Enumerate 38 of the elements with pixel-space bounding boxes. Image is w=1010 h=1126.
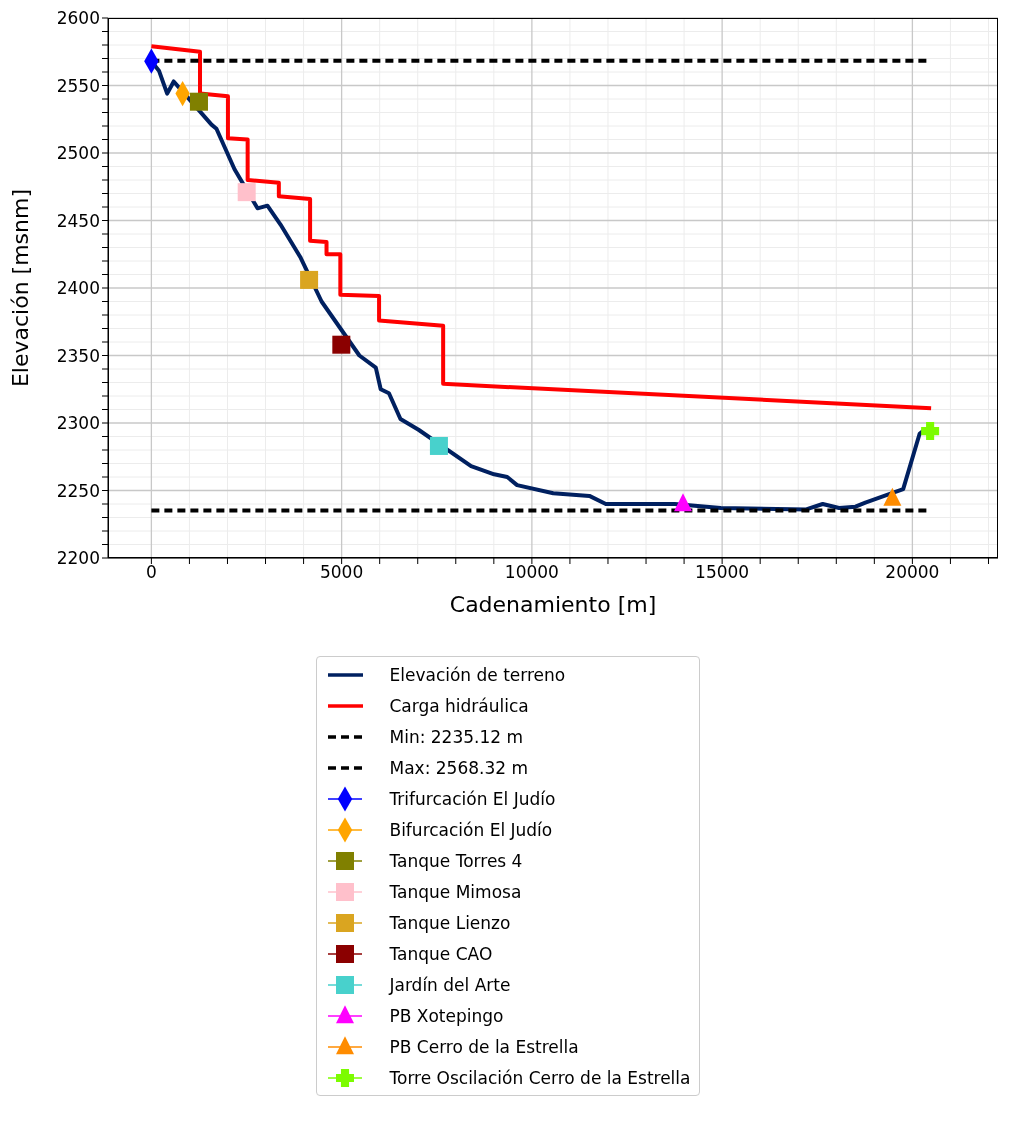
- legend-label: Tanque Lienzo: [389, 912, 511, 933]
- point: [883, 487, 902, 506]
- y-axis-title: Elevación [msnm]: [7, 188, 33, 388]
- x-tick-label: 15000: [695, 562, 750, 583]
- legend-label: Elevación de terreno: [389, 664, 566, 685]
- legend-label: Jardín del Arte: [389, 974, 511, 995]
- x-tick-label: 0: [145, 562, 157, 583]
- x-tick-label: 20000: [885, 562, 940, 583]
- legend-label: Tanque CAO: [389, 943, 493, 964]
- legend-label: Tanque Mimosa: [389, 881, 522, 902]
- y-tick-label: 2300: [56, 413, 100, 434]
- point: [237, 183, 256, 202]
- y-tick-label: 2500: [56, 143, 100, 164]
- legend-label: PB Xotepingo: [389, 1005, 504, 1026]
- y-tick-label: 2250: [56, 480, 100, 501]
- y-tick-label: 2450: [56, 210, 100, 231]
- x-axis-title: Cadenamiento [m]: [449, 592, 657, 617]
- y-tick-label: 2600: [56, 8, 100, 29]
- point: [674, 493, 693, 512]
- y-tick-label: 2550: [56, 75, 100, 96]
- legend-label: Max: 2568.32 m: [389, 757, 529, 778]
- legend-label: Min: 2235.12 m: [389, 726, 524, 747]
- legend-label: Torre Oscilación Cerro de la Estrella: [389, 1067, 691, 1088]
- y-tick-label: 2400: [56, 278, 100, 299]
- point: [189, 92, 208, 111]
- legend-label: Carga hidráulica: [389, 695, 529, 716]
- point: [300, 270, 319, 289]
- legend-label: Trifurcación El Judío: [389, 788, 556, 809]
- legend-label: Tanque Torres 4: [389, 850, 523, 871]
- x-tick-label: 5000: [320, 562, 364, 583]
- point: [429, 436, 448, 455]
- legend-label: PB Cerro de la Estrella: [389, 1036, 579, 1057]
- y-tick-label: 2200: [56, 548, 100, 569]
- y-tick-label: 2350: [56, 345, 100, 366]
- x-tick-label: 10000: [504, 562, 559, 583]
- point: [921, 422, 940, 441]
- legend-label: Bifurcación El Judío: [389, 819, 553, 840]
- point: [332, 335, 351, 354]
